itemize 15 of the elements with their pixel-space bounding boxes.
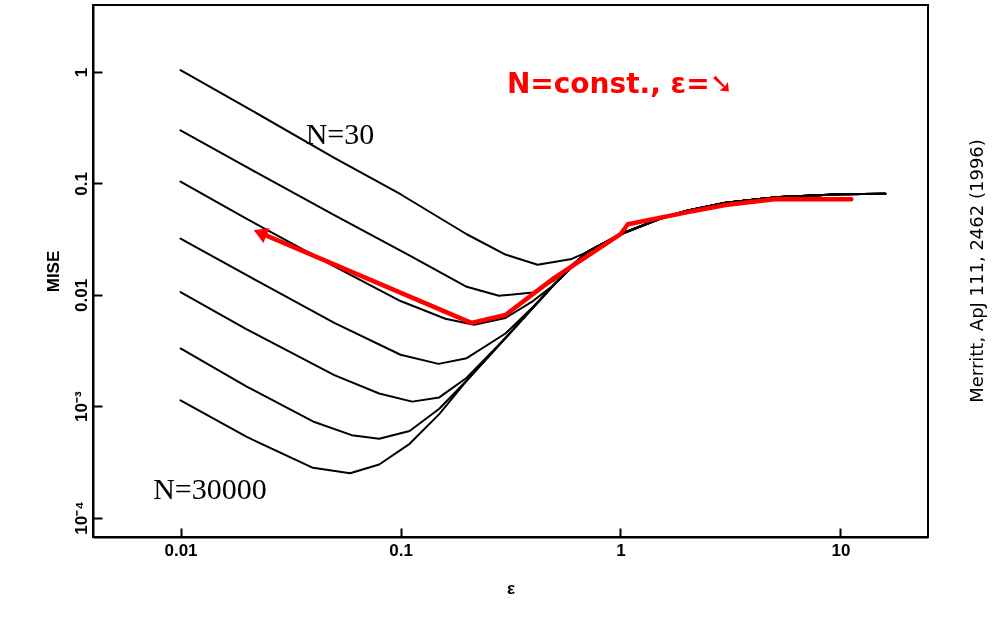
y-axis-title: MISE (43, 250, 63, 293)
annotation: N=30000 (153, 472, 267, 505)
annotation: N=30 (305, 117, 375, 150)
y-tick-label: 0.1 (71, 172, 91, 196)
y-tick-label: 1 (71, 67, 91, 78)
x-axis-title: ε (506, 578, 516, 598)
x-tick-label: 1 (616, 540, 626, 560)
x-tick-label: 0.1 (389, 540, 413, 560)
text: Merritt, ApJ 111, 2462 (1996) (966, 139, 987, 403)
y-tick-label: 10⁻⁴ (71, 501, 91, 535)
annotation: N=const., ε=➘ (506, 67, 734, 100)
y-tick-label: 0.01 (71, 278, 91, 312)
y-tick-label: 10⁻³ (71, 391, 91, 423)
x-tick-label: 0.01 (164, 540, 198, 560)
x-tick-label: 10 (831, 540, 851, 560)
